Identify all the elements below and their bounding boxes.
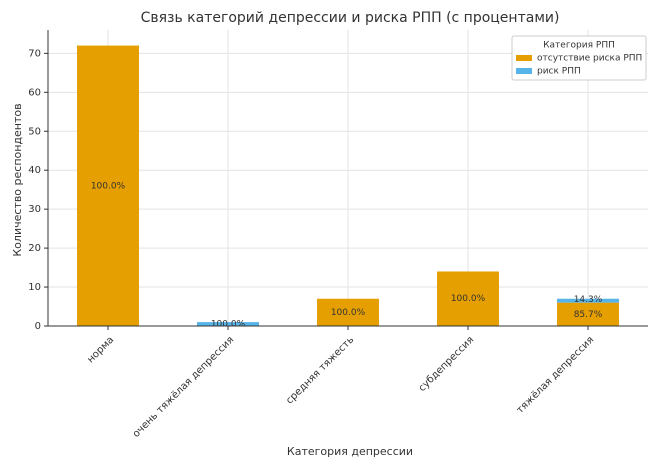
x-tick-label: средняя тяжесть bbox=[284, 334, 356, 406]
legend-swatch bbox=[516, 55, 532, 61]
bar-value-label: 100.0% bbox=[331, 308, 366, 318]
bar-value-label: 100.0% bbox=[91, 181, 126, 191]
bar-value-label: 100.0% bbox=[211, 320, 246, 330]
bar-value-label: 85.7% bbox=[574, 310, 603, 320]
x-tick-label: очень тяжёлая депрессия bbox=[131, 334, 236, 439]
x-tick-label: субдепрессия bbox=[417, 334, 477, 394]
x-tick-label: тяжёлая депрессия bbox=[515, 334, 597, 416]
legend-title: Категория РПП bbox=[543, 41, 615, 51]
bar-segment bbox=[317, 298, 379, 326]
bar-segment bbox=[437, 271, 499, 326]
legend-box bbox=[511, 35, 647, 81]
y-tick-label: 30 bbox=[28, 204, 41, 215]
y-tick-label: 70 bbox=[28, 48, 41, 59]
bar-segment bbox=[77, 45, 139, 326]
bar-segment bbox=[557, 302, 619, 326]
legend-swatch bbox=[516, 68, 532, 74]
bar-segment bbox=[197, 322, 259, 326]
bar-value-label: 14.3% bbox=[574, 295, 603, 305]
x-axis-label: Категория депрессии bbox=[287, 445, 413, 458]
y-tick-label: 0 bbox=[35, 321, 41, 332]
y-tick-label: 20 bbox=[28, 243, 41, 254]
bar-segment bbox=[557, 298, 619, 303]
y-tick-label: 40 bbox=[28, 165, 41, 176]
y-tick-label: 60 bbox=[28, 87, 41, 98]
y-axis-label: Количество респондентов bbox=[11, 103, 24, 256]
legend-label: отсутствие риска РПП bbox=[537, 54, 642, 64]
y-tick-label: 50 bbox=[28, 126, 41, 137]
x-tick-label: норма bbox=[85, 334, 116, 365]
y-tick-label: 10 bbox=[28, 282, 41, 293]
chart-title: Связь категорий депрессии и риска РПП (с… bbox=[141, 10, 560, 26]
bar-value-label: 100.0% bbox=[451, 294, 486, 304]
legend-label: риск РПП bbox=[537, 67, 581, 77]
